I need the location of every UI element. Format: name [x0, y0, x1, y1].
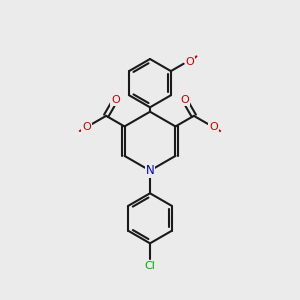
- Text: O: O: [111, 95, 120, 105]
- Text: O: O: [186, 57, 194, 67]
- Text: O: O: [180, 95, 189, 105]
- Text: O: O: [82, 122, 91, 132]
- Text: O: O: [209, 122, 218, 132]
- Text: Cl: Cl: [145, 261, 155, 271]
- Text: N: N: [146, 164, 154, 177]
